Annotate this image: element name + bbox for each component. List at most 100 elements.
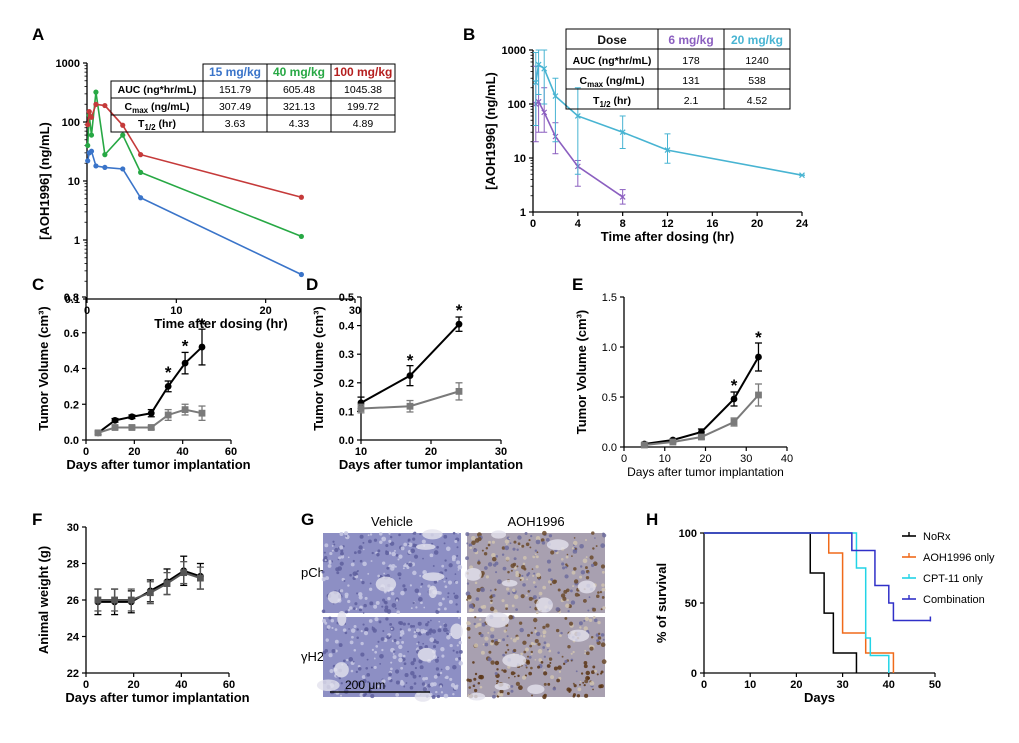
cell-nucleus	[359, 534, 364, 539]
cell-nucleus	[329, 551, 333, 556]
stroma-gap	[567, 629, 590, 642]
x-axis-title: Days after tumor implantation	[339, 457, 523, 472]
cell-nucleus	[548, 657, 553, 661]
cell-nucleus	[475, 597, 480, 601]
cell-nucleus	[395, 693, 400, 697]
cell-nucleus	[387, 596, 391, 601]
cell-nucleus	[534, 639, 539, 644]
cell-nucleus	[485, 546, 489, 550]
panel-h: 0 10 20 30 40 50 0 50 100 Days % of survival H NoRx A…	[646, 510, 995, 705]
cell-nucleus	[572, 585, 575, 588]
cell-nucleus	[548, 649, 552, 653]
table-header-text: 100 mg/kg	[334, 65, 393, 79]
stroma-gap	[337, 610, 347, 626]
x-marker	[541, 109, 548, 116]
table-row-label: T1/2 (hr)	[593, 95, 631, 109]
cell-nucleus	[504, 545, 510, 551]
x-tick-label: 0	[621, 453, 627, 465]
x-marker	[552, 93, 559, 100]
cell-nucleus	[343, 531, 349, 536]
x-tick-label: 60	[225, 446, 237, 458]
cell-nucleus	[472, 661, 475, 664]
cell-nucleus	[506, 635, 509, 638]
legend-label: NoRx	[923, 531, 951, 543]
square-marker	[640, 441, 648, 449]
cell-nucleus	[532, 574, 535, 577]
cell-nucleus	[331, 648, 336, 654]
cell-nucleus	[599, 591, 603, 594]
cell-nucleus	[491, 556, 497, 562]
cell-nucleus	[540, 635, 543, 637]
cell-nucleus	[480, 633, 484, 638]
cell-nucleus	[535, 535, 541, 541]
cell-nucleus	[340, 682, 343, 685]
table-value: 1045.38	[344, 84, 382, 96]
cell-nucleus	[466, 626, 471, 631]
x-tick-label: 12	[661, 218, 673, 230]
y-tick-label: 0.0	[64, 435, 79, 447]
cell-nucleus	[468, 603, 474, 609]
cell-nucleus	[388, 672, 392, 677]
cell-nucleus	[345, 610, 349, 614]
cell-nucleus	[453, 592, 456, 595]
cell-nucleus	[575, 670, 578, 673]
cell-nucleus	[331, 626, 334, 629]
cell-nucleus	[417, 596, 423, 602]
cell-nucleus	[362, 612, 365, 614]
cell-nucleus	[550, 675, 555, 680]
cell-nucleus	[490, 599, 493, 603]
cell-nucleus	[413, 531, 417, 535]
cell-nucleus	[501, 599, 505, 603]
cell-nucleus	[348, 682, 352, 686]
cell-nucleus	[340, 549, 344, 553]
cell-nucleus	[434, 658, 439, 663]
cell-nucleus	[389, 541, 395, 546]
stroma-gap	[375, 576, 397, 592]
cell-nucleus	[572, 540, 578, 546]
cell-nucleus	[390, 591, 395, 596]
panel-e: 0 10 20 30 40 0.0 0.5 1.0 1.5 Days after tumor im…	[572, 275, 793, 479]
stroma-gap	[417, 647, 436, 662]
cell-nucleus	[485, 575, 490, 579]
cell-nucleus	[482, 643, 485, 646]
cell-nucleus	[321, 609, 326, 614]
label-sub: 1/2	[144, 123, 156, 132]
cell-nucleus	[474, 624, 478, 628]
x-tick-label: 40	[175, 679, 187, 691]
cell-nucleus	[427, 584, 431, 588]
cell-nucleus	[589, 555, 594, 560]
cell-nucleus	[352, 571, 358, 577]
cell-nucleus	[413, 657, 416, 661]
y-tick-label: 0.8	[64, 292, 79, 304]
cell-nucleus	[528, 596, 533, 601]
cell-nucleus	[542, 625, 546, 630]
cell-nucleus	[466, 594, 472, 600]
cell-nucleus	[534, 658, 537, 661]
cell-nucleus	[514, 675, 516, 678]
cell-nucleus	[547, 648, 549, 651]
label-main: AUC (ng*hr/mL)	[118, 84, 197, 96]
cell-nucleus	[590, 636, 594, 639]
cell-nucleus	[513, 648, 517, 653]
cell-nucleus	[487, 562, 493, 567]
y-tick-label: 0.5	[339, 292, 354, 304]
cell-nucleus	[348, 628, 350, 630]
cell-nucleus	[490, 627, 495, 632]
cell-nucleus	[412, 537, 416, 541]
cell-nucleus	[325, 576, 329, 581]
cell-nucleus	[353, 551, 357, 555]
cell-nucleus	[584, 693, 589, 698]
cell-nucleus	[525, 664, 527, 667]
cell-nucleus	[407, 543, 410, 546]
stroma-gap	[428, 585, 438, 599]
cell-nucleus	[366, 672, 371, 677]
cell-nucleus	[583, 626, 588, 631]
cell-nucleus	[339, 532, 344, 537]
cell-nucleus	[570, 652, 573, 655]
cell-nucleus	[399, 636, 402, 640]
y-tick-label: 10	[68, 176, 80, 188]
cell-nucleus	[447, 580, 453, 585]
cell-nucleus	[592, 616, 596, 619]
cell-nucleus	[505, 607, 508, 610]
stroma-gap	[422, 529, 443, 540]
